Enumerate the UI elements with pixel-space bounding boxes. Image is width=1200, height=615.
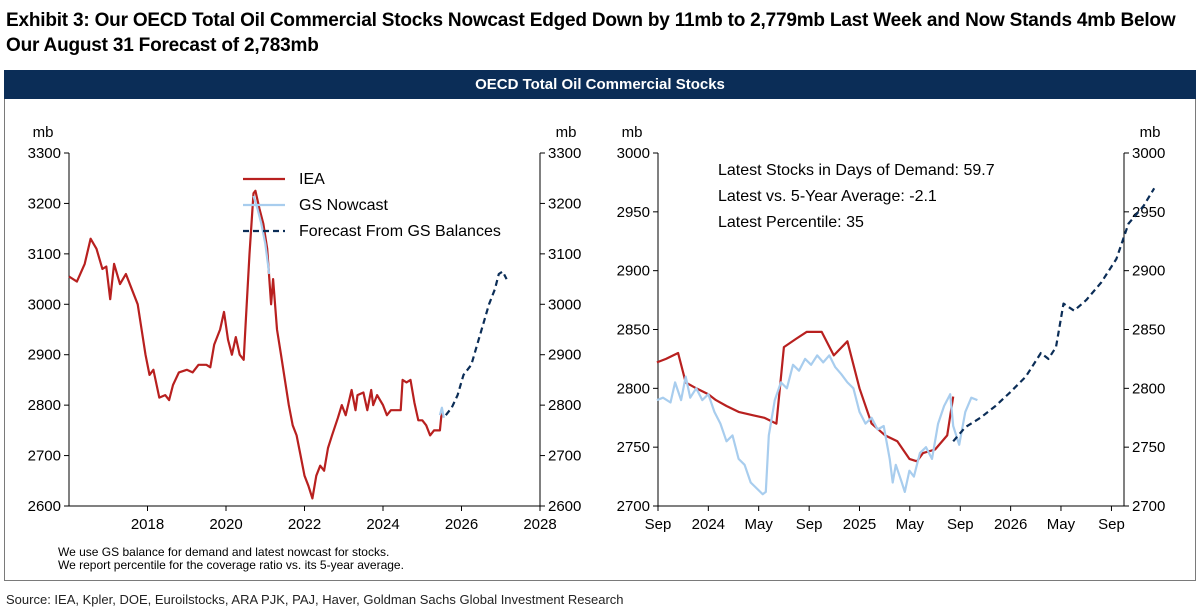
y2-axis-unit: mb — [1140, 124, 1161, 141]
y-tick-label: 2950 — [617, 204, 650, 221]
y2-tick-label: 2850 — [1132, 322, 1165, 339]
y2-tick-label: 3000 — [548, 296, 581, 313]
source-note: Source: IEA, Kpler, DOE, Euroilstocks, A… — [6, 592, 624, 607]
x-tick-label: 2018 — [131, 516, 164, 533]
chart-banner: OECD Total Oil Commercial Stocks — [4, 70, 1196, 99]
y-tick-label: 3300 — [28, 145, 61, 162]
y-tick-label: 3100 — [28, 246, 61, 263]
series-line-gs-nowcast — [438, 406, 445, 419]
y-tick-label: 2700 — [617, 498, 650, 515]
series-line-forecast-from-gs-balances — [444, 270, 508, 416]
x-tick-label: 2026 — [994, 516, 1027, 533]
series-line-gs-nowcast — [252, 195, 271, 275]
y2-tick-label: 2700 — [1132, 498, 1165, 515]
x-tick-label: 2022 — [288, 516, 321, 533]
y-tick-label: 2900 — [28, 347, 61, 364]
chart-panel — [4, 99, 1196, 581]
series-line-forecast-from-gs-balances — [952, 187, 1156, 443]
y2-tick-label: 2900 — [548, 347, 581, 364]
chart-annotation: Latest Percentile: 35 — [718, 214, 864, 231]
y-axis-unit: mb — [622, 124, 643, 141]
x-tick-label: 2026 — [445, 516, 478, 533]
y-axis-unit: mb — [33, 124, 54, 141]
x-tick-label: 2024 — [366, 516, 399, 533]
legend-label: IEA — [299, 171, 325, 188]
y-tick-label: 3000 — [617, 145, 650, 162]
y-tick-label: 2800 — [617, 380, 650, 397]
x-tick-label: 2028 — [523, 516, 556, 533]
x-tick-label: Sep — [1098, 516, 1125, 533]
footnote-line: We report percentile for the coverage ra… — [58, 558, 404, 572]
series-line-iea — [656, 330, 955, 463]
legend-label: GS Nowcast — [299, 197, 388, 214]
y2-tick-label: 3300 — [548, 145, 581, 162]
y-tick-label: 2600 — [28, 498, 61, 515]
footnote-line: We use GS balance for demand and latest … — [58, 545, 390, 559]
y-tick-label: 2800 — [28, 397, 61, 414]
x-tick-label: Sep — [947, 516, 974, 533]
y2-tick-label: 2700 — [548, 448, 581, 465]
series-line-iea — [68, 189, 443, 500]
y-tick-label: 3200 — [28, 195, 61, 212]
y2-tick-label: 2600 — [548, 498, 581, 515]
y2-tick-label: 3200 — [548, 195, 581, 212]
x-tick-label: Sep — [796, 516, 823, 533]
y-tick-label: 2850 — [617, 322, 650, 339]
x-tick-label: May — [896, 516, 925, 533]
legend-label: Forecast From GS Balances — [299, 223, 501, 240]
x-tick-label: May — [1047, 516, 1076, 533]
chart-annotation: Latest vs. 5-Year Average: -2.1 — [718, 188, 937, 205]
y-tick-label: 2750 — [617, 439, 650, 456]
x-tick-label: Sep — [645, 516, 672, 533]
x-tick-label: 2025 — [843, 516, 876, 533]
chart-annotation: Latest Stocks in Days of Demand: 59.7 — [718, 162, 995, 179]
x-tick-label: May — [744, 516, 773, 533]
y-tick-label: 2700 — [28, 448, 61, 465]
y-tick-label: 3000 — [28, 296, 61, 313]
y2-tick-label: 2750 — [1132, 439, 1165, 456]
x-tick-label: 2020 — [209, 516, 242, 533]
y-tick-label: 2900 — [617, 263, 650, 280]
x-tick-label: 2024 — [692, 516, 725, 533]
y2-axis-unit: mb — [556, 124, 577, 141]
chart-title: Exhibit 3: Our OECD Total Oil Commercial… — [6, 10, 1176, 56]
y2-tick-label: 2800 — [548, 397, 581, 414]
y2-tick-label: 3100 — [548, 246, 581, 263]
footnotes: We use GS balance for demand and latest … — [58, 546, 404, 572]
y2-tick-label: 3000 — [1132, 145, 1165, 162]
series-line-gs-nowcast — [656, 354, 978, 496]
y2-tick-label: 2900 — [1132, 263, 1165, 280]
y2-tick-label: 2800 — [1132, 380, 1165, 397]
